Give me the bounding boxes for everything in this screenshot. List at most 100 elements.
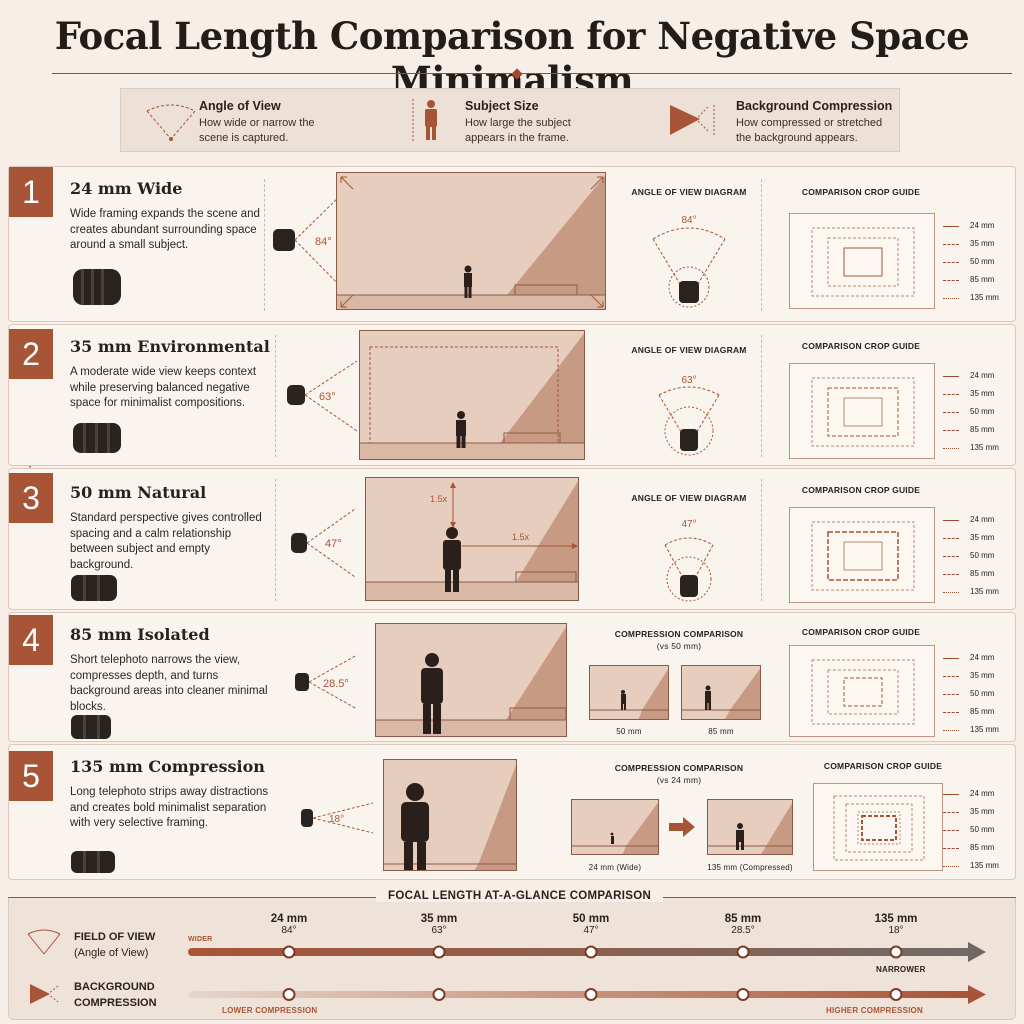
timeline-tick: 24 mm 84° xyxy=(249,913,329,936)
crop-guide-label: COMPARISON CROP GUIDE xyxy=(801,627,921,637)
compression-marker xyxy=(584,988,598,1001)
crop-legend-item: 85 mm xyxy=(970,275,995,284)
bg-label-line-1: BACKGROUND xyxy=(74,981,155,993)
crop-guide-label: COMPARISON CROP GUIDE xyxy=(801,187,921,197)
crop-legend-item: 135 mm xyxy=(970,861,999,870)
crop-guide-label: COMPARISON CROP GUIDE xyxy=(801,485,921,495)
bg-compression-label: BACKGROUND COMPRESSION xyxy=(74,979,157,1011)
angle-of-view-diagram: 47° xyxy=(664,519,714,602)
fov-sublabel: (Angle of View) xyxy=(74,947,149,959)
compare-caption-right: 135 mm (Compressed) xyxy=(707,863,793,872)
spacing-label: 1.5x xyxy=(430,494,448,504)
crop-guide xyxy=(813,783,943,871)
crop-legend: 24 mm 35 mm 50 mm 85 mm 135 mm xyxy=(943,367,999,457)
step-number: 5 xyxy=(9,751,53,801)
compare-thumb-right xyxy=(681,665,761,720)
compare-caption-right: 85 mm xyxy=(708,727,734,736)
spacing-label: 1.5x xyxy=(512,532,530,542)
angle-value: 84° xyxy=(315,236,332,248)
crop-legend-item: 135 mm xyxy=(970,293,999,302)
row-title: 85 mm Isolated xyxy=(70,625,210,644)
legend-desc-angle: How wide or narrow the scene is captured… xyxy=(199,117,315,144)
tick-angle: 63° xyxy=(431,925,447,936)
scene-frame: 1.5x 1.5x xyxy=(365,477,579,601)
row-description: Standard perspective gives controlled sp… xyxy=(70,512,262,571)
scene-frame xyxy=(336,172,606,310)
tick-angle: 84° xyxy=(281,925,297,936)
crop-legend-item: 24 mm xyxy=(970,221,995,230)
background-compression-icon xyxy=(30,984,59,1004)
angle-cone-diagram: 63° xyxy=(287,360,358,432)
field-of-view-icon xyxy=(27,929,61,955)
crop-legend-item: 85 mm xyxy=(970,843,995,852)
scene-frame xyxy=(375,623,567,737)
legend-desc-compression: How compressed or stretched the backgrou… xyxy=(736,117,883,144)
angle-of-view-diagram: 63° xyxy=(658,375,720,456)
row-50mm: 3 50 mm Natural Standard perspective giv… xyxy=(8,468,1016,610)
compare-caption-left: 24 mm (Wide) xyxy=(588,863,642,872)
panel-label: ANGLE OF VIEW DIAGRAM xyxy=(631,187,747,197)
crop-legend-item: 35 mm xyxy=(970,671,995,680)
panel-label: ANGLE OF VIEW DIAGRAM xyxy=(631,345,747,355)
row-description: Long telephoto strips away distractions … xyxy=(70,786,269,829)
crop-legend-item: 135 mm xyxy=(970,443,999,452)
angle-value-small: 47° xyxy=(681,519,696,530)
row-title: 50 mm Natural xyxy=(70,483,207,502)
angle-of-view-diagram: 84° xyxy=(652,215,726,308)
crop-legend-item: 24 mm xyxy=(970,371,995,380)
crop-legend-item: 50 mm xyxy=(970,257,995,266)
angle-value-small: 84° xyxy=(681,215,696,226)
angle-value: 47° xyxy=(325,538,342,550)
tick-focal-length: 24 mm xyxy=(270,913,308,925)
background-compression-icon xyxy=(670,105,715,135)
row-title: 135 mm Compression xyxy=(70,757,265,776)
legend-title-compression: Background Compression xyxy=(736,99,893,113)
lens-icon xyxy=(71,575,117,601)
crop-legend-item: 35 mm xyxy=(970,239,995,248)
lens-icon xyxy=(71,851,115,873)
crop-guide xyxy=(789,363,935,459)
step-number: 2 xyxy=(9,329,53,379)
compression-marker xyxy=(282,988,296,1001)
scene-frame xyxy=(359,330,585,460)
step-number: 1 xyxy=(9,167,53,217)
tick-angle: 18° xyxy=(888,925,904,936)
fov-label: FIELD OF VIEW (Angle of View) xyxy=(74,929,155,961)
legend-item-angle: Angle of View How wide or narrow the sce… xyxy=(141,89,391,153)
legend-desc-subject: How large the subject appears in the fra… xyxy=(465,117,571,144)
crop-legend-item: 35 mm xyxy=(970,389,995,398)
crop-guide-label: COMPARISON CROP GUIDE xyxy=(801,341,921,351)
page-title: Focal Length Comparison for Negative Spa… xyxy=(54,14,970,102)
scene-frame xyxy=(383,759,517,871)
crop-guide xyxy=(789,213,935,309)
tick-focal-length: 85 mm xyxy=(724,913,762,925)
narrower-label: NARROWER xyxy=(876,965,926,974)
crop-legend-item: 85 mm xyxy=(970,707,995,716)
angle-cone-diagram: 84° xyxy=(273,194,342,288)
angle-cone-diagram: 18° xyxy=(301,802,374,834)
crop-legend: 24 mm 35 mm 50 mm 85 mm 135 mm xyxy=(943,217,999,307)
row-title: 24 mm Wide xyxy=(70,179,183,198)
angle-value-small: 63° xyxy=(681,375,696,386)
crop-legend-item: 85 mm xyxy=(970,569,995,578)
crop-legend-item: 24 mm xyxy=(970,515,995,524)
row-description: Wide framing expands the scene and creat… xyxy=(70,208,260,251)
legend-title-subject: Subject Size xyxy=(465,99,539,113)
wider-label: WIDER xyxy=(188,936,213,943)
crop-legend-item: 50 mm xyxy=(970,825,995,834)
compare-thumb-right xyxy=(707,799,793,855)
fov-marker xyxy=(282,945,296,959)
bg-label-line-2: COMPRESSION xyxy=(74,997,157,1009)
crop-legend: 24 mm 35 mm 50 mm 85 mm 135 mm xyxy=(943,785,999,875)
compression-bar xyxy=(188,985,986,1004)
arrow-right-icon xyxy=(669,817,695,837)
timeline-tick: 85 mm 28.5° xyxy=(703,913,783,936)
crop-guide xyxy=(789,645,935,737)
panel-label: COMPRESSION COMPARISON xyxy=(614,629,744,639)
timeline-tick: 35 mm 63° xyxy=(399,913,479,936)
tick-focal-length: 50 mm xyxy=(572,913,610,925)
row-35mm: 2 35 mm Environmental A moderate wide vi… xyxy=(8,324,1016,466)
panel-sublabel: (vs 24 mm) xyxy=(656,775,702,785)
tick-focal-length: 35 mm xyxy=(420,913,458,925)
angle-value: 18° xyxy=(329,814,344,825)
